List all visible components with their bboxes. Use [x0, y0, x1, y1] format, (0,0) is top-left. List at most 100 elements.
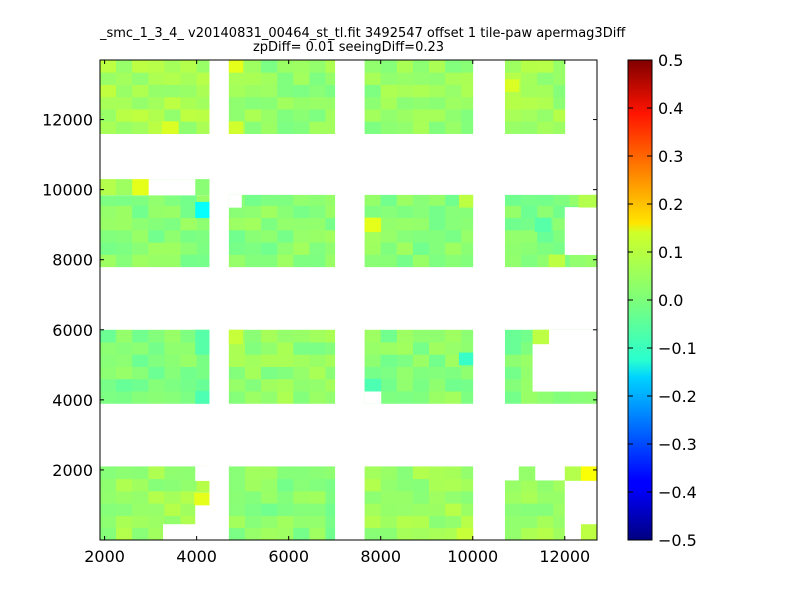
heatmap-cell	[164, 217, 181, 231]
heatmap-cell	[244, 84, 262, 98]
heatmap-cell	[100, 515, 117, 529]
heatmap-cell	[164, 193, 181, 206]
heatmap-cell	[504, 254, 522, 268]
heatmap-cell	[196, 242, 210, 255]
heatmap-cell	[504, 366, 522, 380]
y-tick-label: 6000	[52, 321, 93, 340]
heatmap-cell	[228, 60, 244, 73]
heatmap-cell	[364, 254, 382, 268]
heatmap-cell	[396, 342, 414, 355]
heatmap-cell	[309, 84, 326, 98]
heatmap-cell	[116, 342, 133, 355]
heatmap-cell	[116, 242, 133, 255]
heatmap-cell	[504, 490, 522, 504]
heatmap-cell	[309, 109, 326, 122]
heatmap-cell	[364, 84, 382, 98]
heatmap-cell	[244, 515, 262, 529]
heatmap-cell	[461, 515, 474, 529]
heatmap-cell	[521, 503, 538, 516]
heatmap-cell	[412, 466, 430, 480]
heatmap-cell	[580, 466, 598, 481]
heatmap-cell	[412, 342, 430, 355]
heatmap-cell	[429, 229, 446, 243]
heatmap-cell	[164, 366, 181, 380]
heatmap-cell	[380, 515, 398, 529]
heatmap-cell	[277, 229, 294, 243]
heatmap-cell	[429, 84, 446, 98]
heatmap-cell	[148, 84, 165, 98]
heatmap-cell	[261, 242, 278, 255]
heatmap-cell	[309, 205, 326, 219]
heatmap-cell	[100, 466, 117, 480]
heatmap-cell	[396, 84, 414, 98]
y-tick-label: 4000	[52, 391, 93, 410]
heatmap-cell	[445, 84, 462, 98]
heatmap-cell	[364, 342, 382, 355]
chart-title-line-2: zpDiff= 0.01 seeingDiff=0.23	[252, 40, 445, 55]
heatmap-cell	[461, 84, 474, 98]
heatmap-cell	[164, 84, 181, 98]
heatmap-cell	[445, 466, 462, 480]
heatmap-cell	[309, 466, 326, 480]
heatmap-cell	[445, 72, 462, 85]
heatmap-cell	[261, 342, 278, 355]
heatmap-cell	[364, 527, 382, 541]
heatmap-cell	[261, 527, 278, 541]
heatmap-cell	[244, 329, 262, 343]
heatmap-cell	[521, 242, 538, 255]
heatmap-cell	[364, 329, 382, 343]
heatmap-cell	[429, 205, 446, 219]
heatmap-cell	[100, 60, 117, 73]
heatmap-cell	[309, 503, 326, 516]
heatmap-cell	[412, 121, 430, 134]
heatmap-cell	[277, 466, 294, 480]
heatmap-cell	[132, 466, 149, 480]
heatmap-cell	[396, 194, 414, 206]
heatmap-cell	[100, 72, 117, 85]
colorbar-tick-label: −0.1	[658, 339, 697, 358]
heatmap-cell	[195, 179, 210, 196]
heatmap-cell	[445, 490, 462, 504]
heatmap-cell	[164, 378, 181, 392]
heatmap-cell	[180, 329, 198, 343]
heatmap-cell	[364, 217, 382, 233]
heatmap-cell	[521, 72, 538, 85]
heatmap-cell	[537, 194, 554, 206]
heatmap-cell	[521, 109, 538, 122]
heatmap-cell	[553, 96, 566, 110]
heatmap-cell	[293, 378, 310, 392]
heatmap-cell	[132, 478, 149, 492]
heatmap-empty-cell	[163, 524, 210, 541]
colorbar-tick-label: −0.2	[658, 387, 697, 406]
heatmap-cell	[325, 503, 336, 516]
heatmap-cell	[458, 194, 474, 208]
heatmap-cell	[148, 527, 165, 541]
heatmap-cell	[461, 72, 474, 85]
heatmap-cell	[325, 205, 336, 219]
heatmap-cell	[380, 242, 398, 255]
heatmap-cell	[521, 254, 538, 268]
heatmap-cell	[164, 109, 181, 122]
heatmap-cell	[100, 342, 117, 355]
heatmap-cell	[445, 366, 462, 380]
heatmap-cell	[461, 391, 474, 404]
heatmap-cell	[293, 96, 310, 110]
heatmap-cell	[537, 109, 554, 122]
heatmap-cell	[445, 354, 462, 367]
heatmap-cell	[537, 242, 554, 255]
heatmap-cell	[380, 527, 398, 541]
heatmap-cell	[445, 342, 462, 355]
heatmap-cell	[518, 466, 536, 481]
heatmap-cell	[116, 217, 133, 231]
heatmap-cell	[293, 503, 310, 516]
heatmap-cell	[228, 121, 244, 134]
heatmap-cell	[445, 217, 462, 231]
heatmap-cell	[148, 503, 165, 516]
heatmap-cell	[585, 254, 598, 268]
heatmap-cell	[180, 354, 198, 367]
heatmap-cell	[553, 121, 566, 134]
heatmap-cell	[277, 329, 294, 343]
heatmap-cell	[132, 378, 149, 392]
heatmap-cell	[325, 109, 336, 122]
heatmap-cell	[277, 527, 294, 541]
